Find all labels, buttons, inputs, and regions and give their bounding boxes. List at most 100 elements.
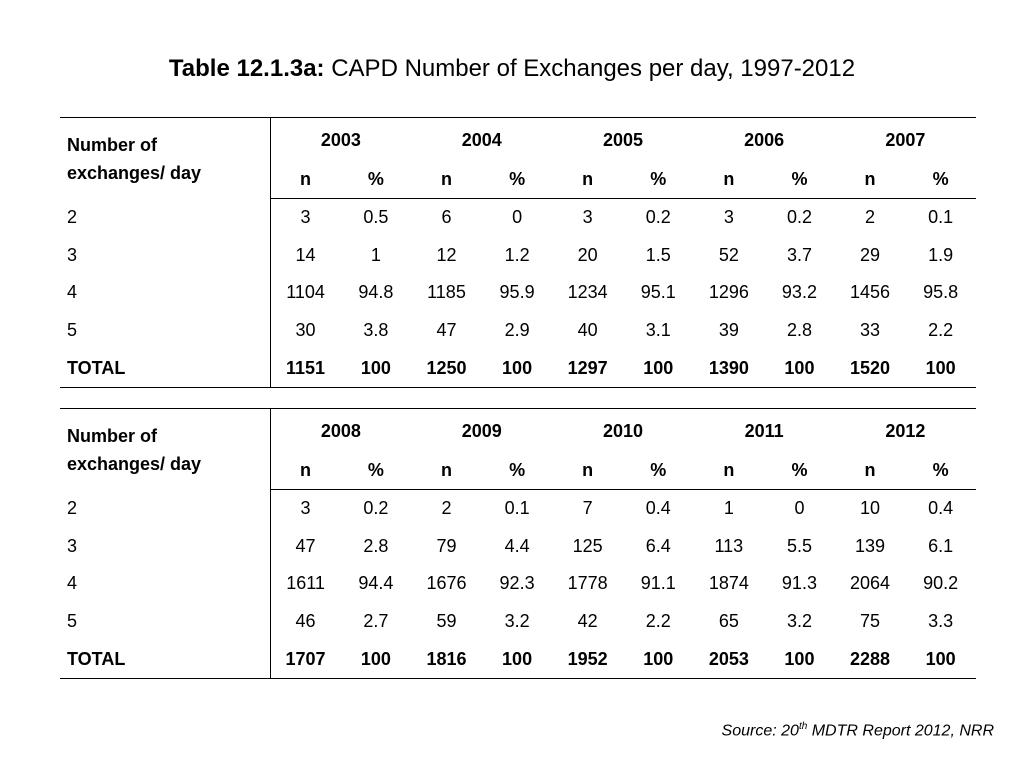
percent-cell: 0.5 xyxy=(363,207,389,228)
table-row: 2 3 0.2 2 0.1 7 0.4 1 0 10 0.4 xyxy=(60,489,976,528)
year-header: 2004 xyxy=(411,117,553,160)
table-label: Table 12.1.3a: xyxy=(168,55,325,82)
percent-cell: 1 xyxy=(370,244,381,265)
percent-cell: 92.3 xyxy=(499,573,535,594)
table-row: 3 47 2.8 79 4.4 125 6.4 113 5.5 139 6.1 xyxy=(60,527,976,566)
count-cell: 47 xyxy=(436,320,457,341)
percent-cell: 91.3 xyxy=(781,573,817,594)
percent-cell: 100 xyxy=(340,640,412,679)
percent-cell: 93.2 xyxy=(781,282,817,303)
row-label: TOTAL xyxy=(60,349,271,388)
count-cell: 1952 xyxy=(552,640,623,679)
count-cell: 1778 xyxy=(567,573,608,594)
count-cell: 3 xyxy=(300,498,311,519)
count-cell: 1456 xyxy=(850,282,891,303)
count-cell: 1520 xyxy=(834,349,906,388)
percent-cell: 0.4 xyxy=(928,498,954,519)
count-cell: 3 xyxy=(723,207,734,228)
percent-cell: 1.2 xyxy=(504,244,530,265)
count-cell: 1296 xyxy=(708,282,749,303)
percent-header: % xyxy=(905,451,976,490)
count-cell: 40 xyxy=(577,320,598,341)
n-header: n xyxy=(411,160,482,199)
table-row: 3 14 1 12 1.2 20 1.5 52 3.7 29 1.9 xyxy=(60,236,976,275)
percent-cell: 100 xyxy=(905,640,976,679)
count-cell: 1 xyxy=(723,498,734,519)
percent-cell: 0.1 xyxy=(928,207,954,228)
n-header: n xyxy=(411,451,482,490)
row-header-label: Number of exchanges/ day xyxy=(60,408,271,490)
subheader-row: n% n% n% n% n% xyxy=(60,451,976,490)
percent-cell: 6.4 xyxy=(645,535,671,556)
count-cell: 30 xyxy=(295,320,316,341)
percent-cell: 95.1 xyxy=(640,282,676,303)
percent-cell: 100 xyxy=(340,349,412,388)
percent-cell: 3.1 xyxy=(645,320,671,341)
count-cell: 1611 xyxy=(286,573,325,594)
percent-header: % xyxy=(622,160,694,199)
percent-cell: 94.8 xyxy=(358,282,394,303)
count-cell: 1234 xyxy=(567,282,608,303)
total-row: TOTAL 1151 100 1250 100 1297 100 1390 100 1520 100 xyxy=(60,349,976,388)
n-header: n xyxy=(834,451,906,490)
percent-header: % xyxy=(764,451,835,490)
percent-cell: 2.7 xyxy=(363,611,389,632)
year-header: 2005 xyxy=(552,117,694,160)
count-cell: 2 xyxy=(441,498,452,519)
percent-header: % xyxy=(481,451,553,490)
count-cell: 29 xyxy=(860,244,881,265)
percent-cell: 100 xyxy=(481,640,553,679)
row-label: 3 xyxy=(60,527,271,566)
percent-cell: 94.4 xyxy=(358,573,394,594)
count-cell: 2288 xyxy=(834,640,906,679)
count-cell: 65 xyxy=(718,611,739,632)
count-cell: 1104 xyxy=(286,282,325,303)
percent-cell: 4.4 xyxy=(504,535,530,556)
count-cell: 1390 xyxy=(693,349,765,388)
percent-cell: 2.9 xyxy=(504,320,530,341)
percent-header: % xyxy=(764,160,835,199)
percent-cell: 3.7 xyxy=(786,244,812,265)
count-cell: 75 xyxy=(860,611,881,632)
percent-cell: 95.8 xyxy=(923,282,959,303)
year-header: 2010 xyxy=(552,408,694,451)
count-cell: 125 xyxy=(572,535,603,556)
count-cell: 14 xyxy=(295,244,316,265)
percent-cell: 0.1 xyxy=(504,498,530,519)
percent-cell: 100 xyxy=(622,640,694,679)
count-cell: 2053 xyxy=(693,640,765,679)
n-header: n xyxy=(693,160,765,199)
row-label: 2 xyxy=(60,489,271,528)
row-label: 2 xyxy=(60,198,271,237)
percent-cell: 100 xyxy=(764,349,835,388)
percent-cell: 0.2 xyxy=(363,498,389,519)
row-label: 3 xyxy=(60,236,271,275)
count-cell: 1250 xyxy=(411,349,482,388)
percent-header: % xyxy=(905,160,976,199)
percent-cell: 3.2 xyxy=(504,611,530,632)
year-header-row: Number of exchanges/ day 2008 2009 2010 2011 2… xyxy=(60,408,976,490)
count-cell: 52 xyxy=(718,244,739,265)
percent-cell: 0 xyxy=(794,498,805,519)
count-cell: 7 xyxy=(582,498,593,519)
year-header: 2011 xyxy=(693,408,835,451)
count-cell: 10 xyxy=(860,498,881,519)
count-cell: 2064 xyxy=(850,573,891,594)
count-cell: 12 xyxy=(436,244,457,265)
year-header: 2007 xyxy=(834,117,976,160)
count-cell: 139 xyxy=(855,535,886,556)
year-header-row: Number of exchanges/ day 2003 2004 2005 2006 2… xyxy=(60,117,976,199)
count-cell: 1151 xyxy=(270,349,341,388)
count-cell: 1874 xyxy=(708,573,749,594)
row-label: 5 xyxy=(60,602,271,641)
n-header: n xyxy=(834,160,906,199)
row-label: 5 xyxy=(60,311,271,350)
percent-cell: 100 xyxy=(905,349,976,388)
subheader-row: n% n% n% n% n% xyxy=(60,160,976,199)
percent-header: % xyxy=(481,160,553,199)
percent-header: % xyxy=(340,451,412,490)
table-row: 4 1104 94.8 1185 95.9 1234 95.1 1296 93.2 1456 95.… xyxy=(60,274,976,312)
percent-cell: 95.9 xyxy=(499,282,535,303)
count-cell: 3 xyxy=(300,207,311,228)
percent-cell: 0 xyxy=(512,207,523,228)
